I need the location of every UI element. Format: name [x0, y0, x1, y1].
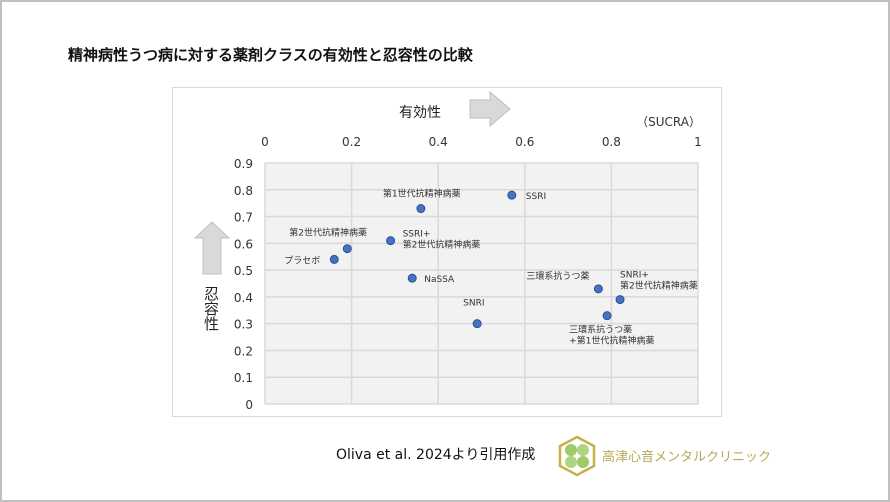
x-tick-label: 1	[694, 135, 702, 149]
data-label-line: プラセボ	[284, 255, 320, 266]
data-label: SSRI	[526, 192, 546, 202]
x-tick-label: 0.4	[429, 135, 448, 149]
right-arrow-icon	[469, 90, 511, 128]
data-point	[593, 284, 603, 294]
y-tick-label: 0.9	[234, 157, 253, 171]
data-label-line: SSRI	[526, 192, 546, 202]
y-tick-label: 0	[245, 398, 253, 412]
page-title: 精神病性うつ病に対する薬剤クラスの有効性と忍容性の比較	[68, 46, 473, 64]
x-tick-label: 0.2	[342, 135, 361, 149]
clinic-logo	[558, 435, 596, 477]
x-tick-label: 0.8	[602, 135, 621, 149]
data-label: プラセボ	[284, 255, 320, 266]
x-tick-label: 0.6	[515, 135, 534, 149]
data-point	[615, 295, 625, 305]
scatter-chart: 0 0.1 0.2 0.3 0.4 0.5 0.6 0.7 0.8 0.9 0 0.2 0.4 0.6 0.…	[193, 90, 702, 412]
data-label: 三環系抗うつ薬+第1世代抗精神病薬	[569, 324, 654, 347]
data-label-line: SSRI+	[403, 230, 431, 240]
chart-container: 0 0.1 0.2 0.3 0.4 0.5 0.6 0.7 0.8 0.9 0 0.2 0.4 0.6 0.…	[172, 87, 722, 417]
data-label-line: 三環系抗うつ薬	[569, 324, 632, 336]
plot-area	[264, 162, 699, 405]
data-label: 第2世代抗精神病薬	[289, 227, 367, 239]
data-label-line: 第2世代抗精神病薬	[403, 239, 481, 251]
data-label-line: SNRI	[463, 299, 484, 309]
y-tick-label: 0.1	[234, 371, 253, 385]
data-label-line: 第1世代抗精神病薬	[383, 188, 461, 200]
data-label-line: SNRI+	[620, 271, 649, 281]
data-label-line: 第2世代抗精神病薬	[620, 280, 698, 292]
data-label: SNRI	[463, 299, 484, 309]
y-tick-label: 0.6	[234, 237, 253, 251]
data-label: SSRI+第2世代抗精神病薬	[403, 230, 481, 251]
data-point	[416, 204, 426, 214]
data-label-line: +第1世代抗精神病薬	[569, 335, 654, 347]
data-label-line: 第2世代抗精神病薬	[289, 227, 367, 239]
data-point	[472, 319, 482, 329]
data-point	[602, 311, 612, 321]
clinic-name: 高津心音メンタルクリニック	[602, 450, 772, 465]
x-tick-label: 0	[261, 135, 269, 149]
y-tick-label: 0.5	[234, 264, 253, 278]
data-point	[407, 273, 417, 283]
data-point	[386, 236, 396, 246]
data-label: 三環系抗うつ薬	[526, 270, 589, 282]
x-axis-label: 有効性	[399, 105, 441, 121]
up-arrow-icon	[193, 221, 231, 275]
data-point	[329, 254, 339, 264]
y-tick-label: 0.2	[234, 344, 253, 358]
data-label: 第1世代抗精神病薬	[383, 188, 461, 200]
y-tick-label: 0.3	[234, 318, 253, 332]
y-tick-label: 0.8	[234, 184, 253, 198]
data-label-line: NaSSA	[424, 275, 455, 285]
data-label-line: 三環系抗うつ薬	[526, 270, 589, 282]
data-point	[507, 190, 517, 200]
data-point	[342, 244, 352, 254]
x-axis-unit: （SUCRA）	[636, 115, 701, 129]
data-label: SNRI+第2世代抗精神病薬	[620, 271, 698, 292]
y-tick-label: 0.7	[234, 211, 253, 225]
citation: Oliva et al. 2024より引用作成	[336, 447, 536, 463]
data-label: NaSSA	[424, 275, 455, 285]
y-axis-label: 忍容性	[202, 286, 220, 331]
y-tick-label: 0.4	[234, 291, 253, 305]
